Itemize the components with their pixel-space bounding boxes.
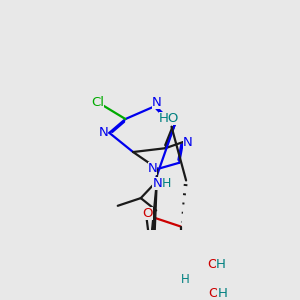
Text: N: N	[152, 97, 161, 110]
Polygon shape	[149, 169, 158, 257]
Text: H: H	[181, 274, 189, 286]
Text: N: N	[99, 126, 108, 139]
Polygon shape	[163, 291, 206, 296]
Polygon shape	[181, 263, 204, 273]
Text: N: N	[148, 162, 158, 176]
Text: H: H	[216, 258, 226, 272]
Text: O: O	[207, 258, 218, 272]
Text: HO: HO	[159, 112, 179, 125]
Text: H: H	[162, 177, 171, 190]
Text: N: N	[183, 136, 193, 148]
Text: O: O	[209, 287, 219, 300]
Text: O: O	[142, 207, 153, 220]
Text: Cl: Cl	[91, 96, 104, 109]
Text: N: N	[152, 177, 162, 190]
Text: H: H	[217, 287, 227, 300]
